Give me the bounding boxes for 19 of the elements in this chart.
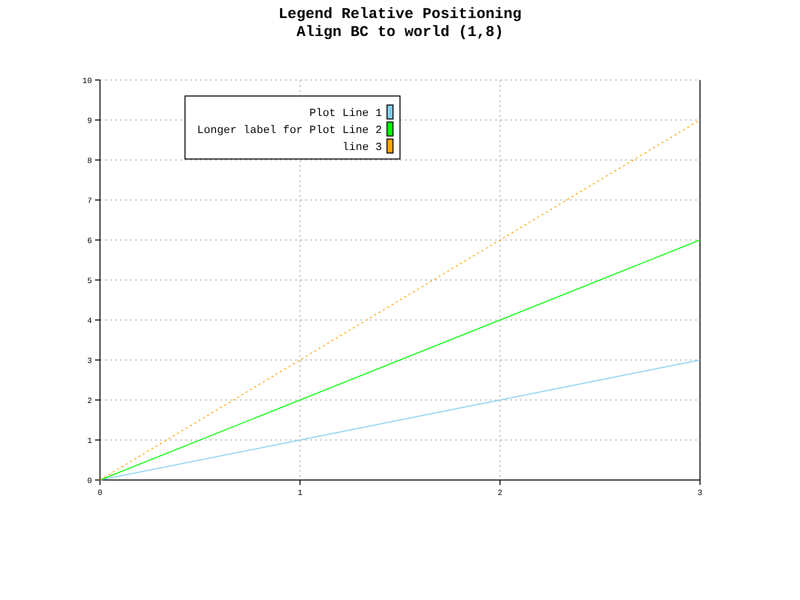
y-tick-label: 2: [87, 396, 92, 406]
legend-label: line 3: [342, 142, 382, 154]
x-tick-label: 1: [298, 489, 303, 498]
y-tick-label: 3: [87, 356, 92, 366]
y-tick-label: 10: [82, 76, 92, 86]
legend-label: Plot Line 1: [309, 108, 382, 120]
y-tick-label: 5: [87, 276, 92, 286]
x-tick-label: 2: [498, 489, 503, 498]
y-tick-label: 7: [87, 196, 92, 206]
y-tick-label: 1: [87, 436, 92, 446]
legend-label: Longer label for Plot Line 2: [197, 124, 382, 137]
x-tick-label: 3: [698, 489, 703, 498]
chart-title: Legend Relative Positioning Align BC to world (1,8): [278, 6, 522, 41]
y-tick-label: 0: [87, 476, 92, 486]
y-tick-label: 6: [87, 236, 92, 246]
y-tick-label: 9: [87, 116, 92, 126]
y-tick-label: 8: [87, 156, 92, 166]
y-tick-label: 4: [87, 316, 92, 326]
x-tick-label: 0: [98, 489, 103, 498]
